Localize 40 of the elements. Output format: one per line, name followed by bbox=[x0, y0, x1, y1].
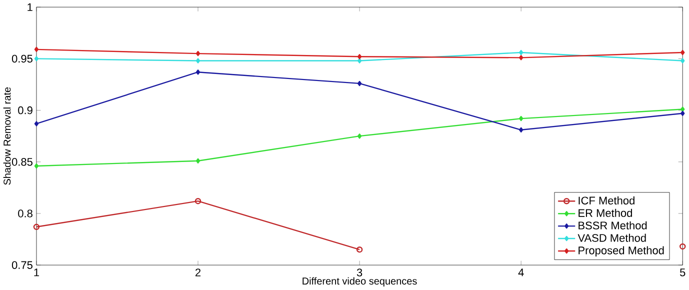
legend-label: ER Method bbox=[578, 208, 632, 217]
point bbox=[680, 110, 685, 116]
legend-label: Proposed Method bbox=[578, 246, 664, 257]
y-tick-label: 0.85 bbox=[12, 158, 32, 166]
point bbox=[34, 46, 39, 52]
point bbox=[34, 56, 39, 62]
point bbox=[34, 163, 39, 169]
point bbox=[196, 50, 200, 56]
point bbox=[680, 50, 685, 56]
point bbox=[34, 121, 39, 126]
point bbox=[518, 55, 524, 60]
point bbox=[196, 158, 200, 164]
y-axis-title: Shadow Removal rate bbox=[3, 87, 11, 185]
legend-label: ICF Method bbox=[578, 196, 634, 205]
point bbox=[196, 58, 200, 64]
y-tick-label: 0.9 bbox=[18, 106, 32, 114]
x-tick-label: 4 bbox=[518, 268, 524, 276]
legend-label: VASD Method bbox=[578, 234, 646, 242]
point bbox=[357, 80, 362, 86]
point bbox=[357, 134, 362, 139]
point bbox=[680, 243, 686, 250]
y-tick-label: 1 bbox=[28, 3, 32, 11]
point bbox=[518, 50, 524, 56]
point bbox=[518, 116, 524, 122]
point bbox=[194, 198, 202, 204]
legend-label: BSSR Method bbox=[578, 221, 647, 230]
x-tick-label: 3 bbox=[356, 268, 362, 276]
point bbox=[680, 106, 685, 112]
x-tick-label: 2 bbox=[195, 268, 201, 276]
x-axis-title: Different video sequences bbox=[302, 277, 417, 287]
x-tick-label: 1 bbox=[34, 268, 39, 276]
point bbox=[196, 70, 200, 75]
y-tick-label: 0.8 bbox=[18, 210, 32, 218]
y-tick-label: 0.75 bbox=[12, 261, 32, 270]
point bbox=[357, 54, 362, 60]
point bbox=[518, 127, 524, 133]
y-tick-label: 0.95 bbox=[12, 54, 32, 63]
point bbox=[357, 58, 362, 64]
x-tick-label: 5 bbox=[680, 268, 686, 276]
point bbox=[680, 58, 685, 64]
